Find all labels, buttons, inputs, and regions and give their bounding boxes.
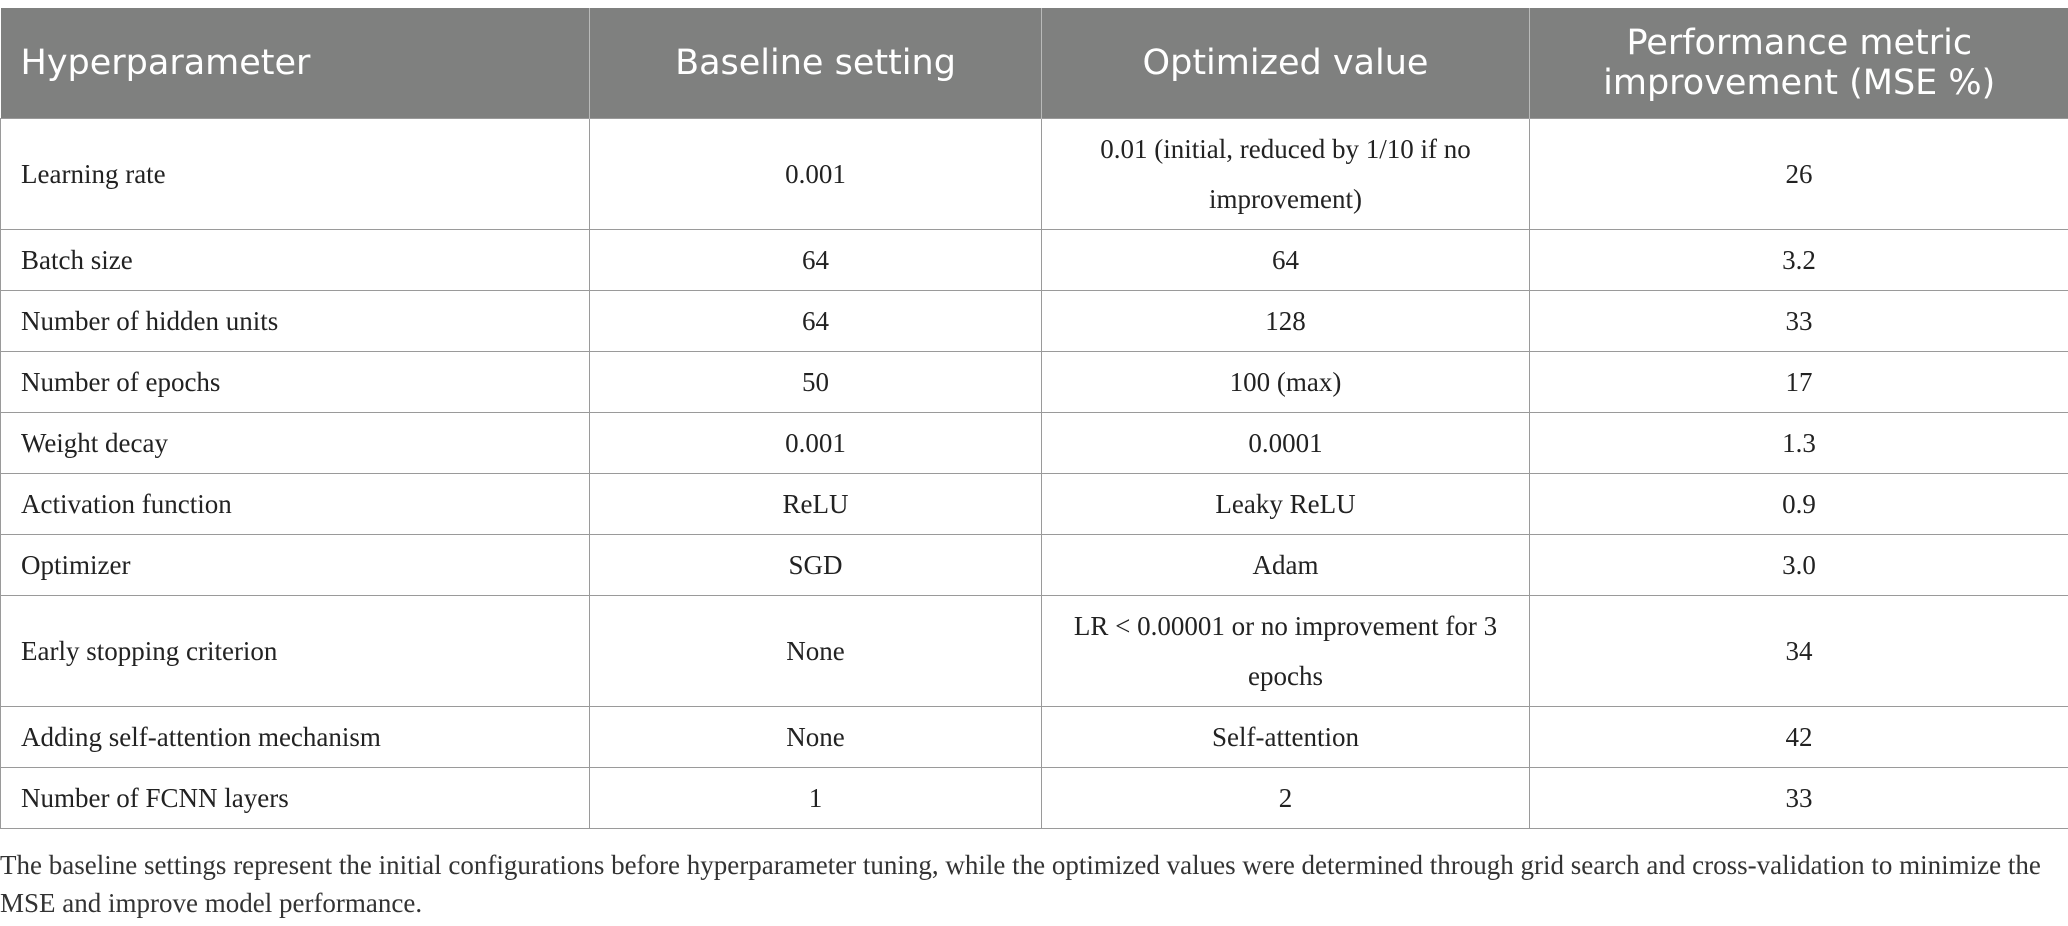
table-cell: 26 xyxy=(1529,117,2068,230)
table-cell: Learning rate xyxy=(0,117,590,230)
table-cell: 0.001 xyxy=(589,411,1042,474)
table-cell: ReLU xyxy=(589,472,1042,535)
hyperparameter-table-container: Hyperparameter Baseline setting Optimize… xyxy=(0,8,2068,829)
column-header-hyperparameter: Hyperparameter xyxy=(0,8,590,118)
table-cell: Number of FCNN layers xyxy=(0,766,590,829)
table-cell: 64 xyxy=(589,289,1042,352)
table-row: Activation function ReLU Leaky ReLU 0.9 xyxy=(0,472,2068,535)
table-cell: 0.001 xyxy=(589,117,1042,230)
table-cell: 0.9 xyxy=(1529,472,2068,535)
table-row: Number of epochs 50 100 (max) 17 xyxy=(0,350,2068,413)
table-cell: Adding self-attention mechanism xyxy=(0,705,590,768)
table-row: Optimizer SGD Adam 3.0 xyxy=(0,533,2068,596)
table-cell: None xyxy=(589,594,1042,707)
table-cell: 128 xyxy=(1041,289,1530,352)
column-header-performance-improvement: Performance metric improvement (MSE %) xyxy=(1529,8,2068,118)
table-row: Batch size 64 64 3.2 xyxy=(0,228,2068,291)
table-cell: Number of epochs xyxy=(0,350,590,413)
table-cell: 3.0 xyxy=(1529,533,2068,596)
table-row: Weight decay 0.001 0.0001 1.3 xyxy=(0,411,2068,474)
table-cell: 50 xyxy=(589,350,1042,413)
table-cell: Weight decay xyxy=(0,411,590,474)
table-row: Number of FCNN layers 1 2 33 xyxy=(0,766,2068,829)
table-cell: 33 xyxy=(1529,289,2068,352)
table-cell: 0.0001 xyxy=(1041,411,1530,474)
table-cell: 17 xyxy=(1529,350,2068,413)
column-header-baseline-setting: Baseline setting xyxy=(589,8,1042,118)
table-cell: Adam xyxy=(1041,533,1530,596)
table-cell: Number of hidden units xyxy=(0,289,590,352)
table-cell: 2 xyxy=(1041,766,1530,829)
table-cell: 33 xyxy=(1529,766,2068,829)
table-cell: 3.2 xyxy=(1529,228,2068,291)
table-cell: 100 (max) xyxy=(1041,350,1530,413)
table-header-row: Hyperparameter Baseline setting Optimize… xyxy=(0,8,2068,118)
table-row: Learning rate 0.001 0.01 (initial, reduc… xyxy=(0,117,2068,230)
table-cell: Leaky ReLU xyxy=(1041,472,1530,535)
table-cell: Optimizer xyxy=(0,533,590,596)
table-cell: 0.01 (initial, reduced by 1/10 if no imp… xyxy=(1041,117,1530,230)
table-cell: Self-attention xyxy=(1041,705,1530,768)
column-header-optimized-value: Optimized value xyxy=(1041,8,1530,118)
table-row: Number of hidden units 64 128 33 xyxy=(0,289,2068,352)
table-cell: Early stopping criterion xyxy=(0,594,590,707)
table-cell: 34 xyxy=(1529,594,2068,707)
table-cell: 64 xyxy=(1041,228,1530,291)
hyperparameter-table: Hyperparameter Baseline setting Optimize… xyxy=(0,8,2068,829)
table-row: Adding self-attention mechanism None Sel… xyxy=(0,705,2068,768)
table-cell: Batch size xyxy=(0,228,590,291)
table-cell: SGD xyxy=(589,533,1042,596)
table-cell: 1 xyxy=(589,766,1042,829)
table-cell: 1.3 xyxy=(1529,411,2068,474)
table-cell: None xyxy=(589,705,1042,768)
table-cell: LR < 0.00001 or no improvement for 3 epo… xyxy=(1041,594,1530,707)
table-cell: Activation function xyxy=(0,472,590,535)
table-footnote: The baseline settings represent the init… xyxy=(0,850,2041,918)
table-cell: 64 xyxy=(589,228,1042,291)
table-cell: 42 xyxy=(1529,705,2068,768)
table-row: Early stopping criterion None LR < 0.000… xyxy=(0,594,2068,707)
